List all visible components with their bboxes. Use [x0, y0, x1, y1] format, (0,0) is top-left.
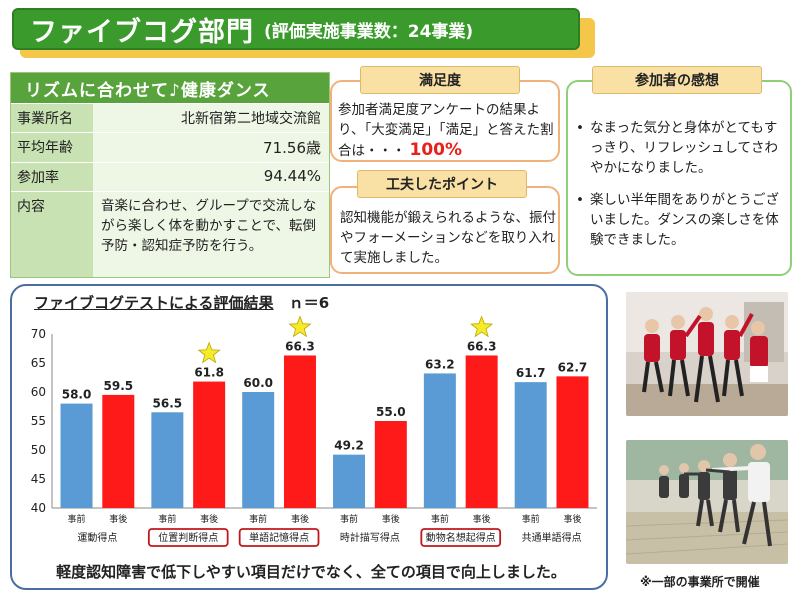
chart-bar [465, 355, 498, 508]
chart-bar [242, 392, 275, 508]
x-category-label: 単語記憶得点 [249, 531, 309, 544]
highlight-box [147, 528, 229, 547]
chart-bar [374, 421, 407, 508]
impression-item: • なまった気分と身体がとてもすっきり、リフレッシュしてさわやかになりました。 [576, 118, 788, 178]
x-sub-label: 事後 [563, 513, 581, 525]
info-label: 事業所名 [11, 104, 93, 132]
chart-bar [423, 373, 456, 508]
info-value: 北新宿第二地域交流館 [93, 104, 329, 132]
impressions-box: • なまった気分と身体がとてもすっきり、リフレッシュしてさわやかになりました。 … [566, 80, 792, 276]
satisfaction-text: 参加者満足度アンケートの結果より、「大変満足」「満足」と答えた割合は・・・ 100… [338, 100, 560, 161]
x-sub-label: 事前 [249, 513, 267, 525]
data-label: 56.5 [153, 396, 183, 410]
x-sub-label: 事後 [200, 513, 218, 525]
program-info-table: リズムに合わせて♪健康ダンス 事業所名 北新宿第二地域交流館 平均年齢 71.5… [10, 72, 330, 278]
data-label: 55.0 [376, 405, 406, 419]
info-value: 94.44% [93, 163, 329, 191]
dance-photo-gym [626, 440, 788, 564]
info-row: 事業所名 北新宿第二地域交流館 [11, 103, 329, 132]
x-sub-label: 事前 [68, 513, 86, 525]
y-tick-label: 70 [31, 327, 46, 341]
ideas-box: 認知機能が鍛えられるような、振付やフォーメーションなどを取り入れて実施しました。 [330, 186, 560, 274]
star-icon [288, 315, 312, 338]
info-row: 平均年齢 71.56歳 [11, 132, 329, 162]
chart-title: ファイブコグテストによる評価結果 [34, 294, 274, 312]
x-category-label: 運動得点 [77, 531, 117, 544]
impressions-list: • なまった気分と身体がとてもすっきり、リフレッシュしてさわやかになりました。 … [576, 118, 788, 250]
program-title: リズムに合わせて♪健康ダンス [11, 73, 329, 103]
y-tick-label: 40 [31, 501, 46, 515]
chart-bar [102, 394, 135, 508]
y-tick-label: 45 [31, 472, 46, 486]
bullet-icon: • [576, 120, 584, 136]
satisfaction-value: 100% [409, 140, 463, 160]
header-banner: ファイブコグ部門 (評価実施事業数：24事業) [12, 8, 580, 50]
data-label: 49.2 [334, 439, 364, 453]
ideas-tab: 工夫したポイント [357, 170, 527, 198]
info-value: 71.56歳 [93, 133, 329, 162]
chart-sample-size: ｎ＝6 [288, 294, 330, 312]
x-category-label: 位置判断得点 [158, 531, 218, 544]
info-value: 音楽に合わせ、グループで交流しながら楽しく体を動かすことで、転倒予防・認知症予防… [93, 192, 329, 277]
y-tick-label: 65 [31, 356, 46, 370]
data-label: 58.0 [62, 388, 92, 402]
satisfaction-tab: 満足度 [360, 66, 520, 94]
star-icon [197, 341, 221, 364]
photo-caption: ※一部の事業所で開催 [640, 575, 760, 589]
info-label: 平均年齢 [11, 133, 93, 162]
header-subtitle: (評価実施事業数：24事業) [264, 21, 474, 42]
impression-item: • 楽しい半年間をありがとうございました。ダンスの楽しさを体験できました。 [576, 190, 788, 250]
impressions-tab: 参加者の感想 [592, 66, 762, 94]
info-row: 内容 音楽に合わせ、グループで交流しながら楽しく体を動かすことで、転倒予防・認知… [11, 191, 329, 277]
bullet-icon: • [576, 192, 584, 208]
chart-bar [283, 355, 316, 508]
impression-text: なまった気分と身体がとてもすっきり、リフレッシュしてさわやかになりました。 [590, 120, 779, 176]
data-label: 66.3 [467, 339, 497, 353]
dance-photo-red [626, 292, 788, 416]
info-label: 参加率 [11, 163, 93, 191]
highlight-box [420, 528, 502, 547]
x-sub-label: 事後 [473, 513, 491, 525]
chart-bar [60, 403, 93, 508]
header-title: ファイブコグ部門 [30, 16, 254, 48]
chart-panel: ファイブコグテストによる評価結果 ｎ＝6 40 45 50 55 60 65 70 58.0 事… [10, 284, 608, 590]
x-sub-label: 事後 [291, 513, 309, 525]
info-label: 内容 [11, 192, 93, 277]
data-label: 63.2 [425, 357, 455, 371]
x-category-label: 共通単語得点 [522, 531, 582, 544]
chart-bar [151, 412, 184, 508]
data-label: 59.5 [104, 379, 134, 393]
data-label: 66.3 [285, 339, 315, 353]
x-sub-label: 事前 [431, 513, 449, 525]
star-icon [470, 315, 494, 338]
x-category-label: 動物名想起得点 [426, 531, 496, 544]
chart-title-row: ファイブコグテストによる評価結果 ｎ＝6 [34, 292, 329, 313]
x-sub-label: 事後 [109, 513, 127, 525]
data-label: 61.7 [516, 366, 546, 380]
x-category-label: 時計描写得点 [340, 531, 400, 544]
data-label: 62.7 [558, 360, 588, 374]
impression-text: 楽しい半年間をありがとうございました。ダンスの楽しさを体験できました。 [590, 192, 779, 248]
x-sub-label: 事前 [522, 513, 540, 525]
chart-bar [556, 376, 589, 508]
chart-bar [333, 454, 366, 508]
x-sub-label: 事前 [340, 513, 358, 525]
info-row: 参加率 94.44% [11, 162, 329, 191]
ideas-text: 認知機能が鍛えられるような、振付やフォーメーションなどを取り入れて実施しました。 [340, 210, 556, 266]
data-label: 60.0 [243, 376, 273, 390]
x-sub-label: 事後 [382, 513, 400, 525]
chart-conclusion: 軽度認知障害で低下しやすい項目だけでなく、全ての項目で向上しました。 [56, 563, 566, 581]
x-sub-label: 事前 [158, 513, 176, 525]
y-tick-label: 50 [31, 443, 46, 457]
highlight-box [238, 528, 320, 547]
data-label: 61.8 [194, 366, 224, 380]
y-tick-label: 55 [31, 414, 46, 428]
satisfaction-description: 参加者満足度アンケートの結果より、「大変満足」「満足」と答えた割合は・・・ [338, 102, 554, 159]
chart-bar [514, 382, 547, 508]
y-tick-label: 60 [31, 385, 46, 399]
chart-bar [193, 381, 226, 508]
